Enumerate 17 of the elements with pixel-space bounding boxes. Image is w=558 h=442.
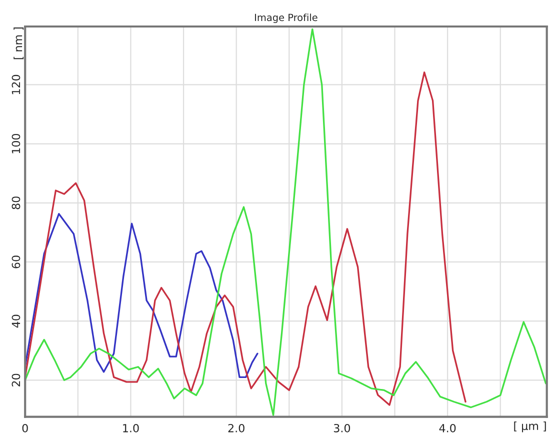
x-axis-title: [ µm ] [514,421,546,432]
line-series [25,213,258,378]
chart-title: Image Profile [255,14,318,23]
x-tick-label: 2.0 [228,424,244,432]
y-tick-label: 60 [12,256,20,268]
y-tick-label: 40 [12,314,20,328]
x-tick-label: 0 [22,424,28,432]
line-series [25,28,547,416]
y-tick-label: 100 [12,134,20,154]
y-axis-title: [ nm ] [14,27,24,60]
x-tick-label: 4.0 [439,424,456,432]
x-tick-label: 3.0 [334,424,350,432]
y-tick-label: 120 [12,74,20,94]
y-tick-label: 80 [12,196,20,210]
line-series [25,71,466,406]
y-tick-label: 20 [12,374,20,386]
x-tick-label: 1.0 [123,424,139,432]
